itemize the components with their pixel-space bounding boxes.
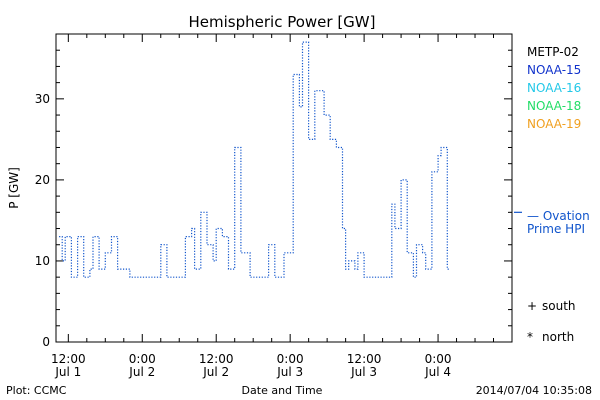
x-tick-time: 0:00 [129, 352, 156, 366]
y-tick-label: 10 [35, 254, 50, 268]
symbol-key: + south * north [527, 299, 576, 344]
x-tick-time: 0:00 [277, 352, 304, 366]
symbol-glyph: * [527, 330, 533, 344]
x-tick-time: 12:00 [199, 352, 234, 366]
series-layer [59, 41, 522, 278]
footer-left: Plot: CCMC [6, 384, 67, 397]
chart-title: Hemispheric Power [GW] [189, 13, 376, 31]
legend-item: NOAA-16 [527, 81, 581, 95]
symbol-glyph: + [527, 299, 537, 313]
legend: METP-02 NOAA-15 NOAA-16 NOAA-18 NOAA-19 [527, 45, 581, 131]
y-axis: 0 10 20 30 [35, 33, 512, 349]
symbol-label: north [542, 330, 574, 344]
footer-center: Date and Time [242, 384, 323, 397]
x-tick-time: 0:00 [425, 352, 452, 366]
legend-item: METP-02 [527, 45, 579, 59]
x-tick-date: Jul 4 [424, 365, 451, 379]
hpi-label-line1: — Ovation [527, 209, 590, 223]
plot-frame [55, 33, 513, 343]
legend-item: NOAA-18 [527, 99, 581, 113]
legend-item: NOAA-15 [527, 63, 581, 77]
footer-right: 2014/07/04 10:35:08 [476, 384, 592, 397]
x-tick-time: 12:00 [347, 352, 382, 366]
x-tick-time: 12:00 [51, 352, 86, 366]
series-line-0 [59, 41, 451, 278]
x-tick-date: Jul 2 [202, 365, 229, 379]
y-tick-label: 30 [35, 92, 50, 106]
symbol-label: south [542, 299, 576, 313]
y-tick-label: 20 [35, 173, 50, 187]
y-axis-label: P [GW] [7, 167, 21, 209]
x-tick-date: Jul 1 [54, 365, 81, 379]
legend-item: NOAA-19 [527, 117, 581, 131]
y-tick-label: 0 [42, 335, 50, 349]
hpi-label-line2: Prime HPI [527, 222, 585, 236]
x-tick-date: Jul 2 [128, 365, 155, 379]
x-tick-date: Jul 3 [276, 365, 303, 379]
x-tick-date: Jul 3 [350, 365, 377, 379]
